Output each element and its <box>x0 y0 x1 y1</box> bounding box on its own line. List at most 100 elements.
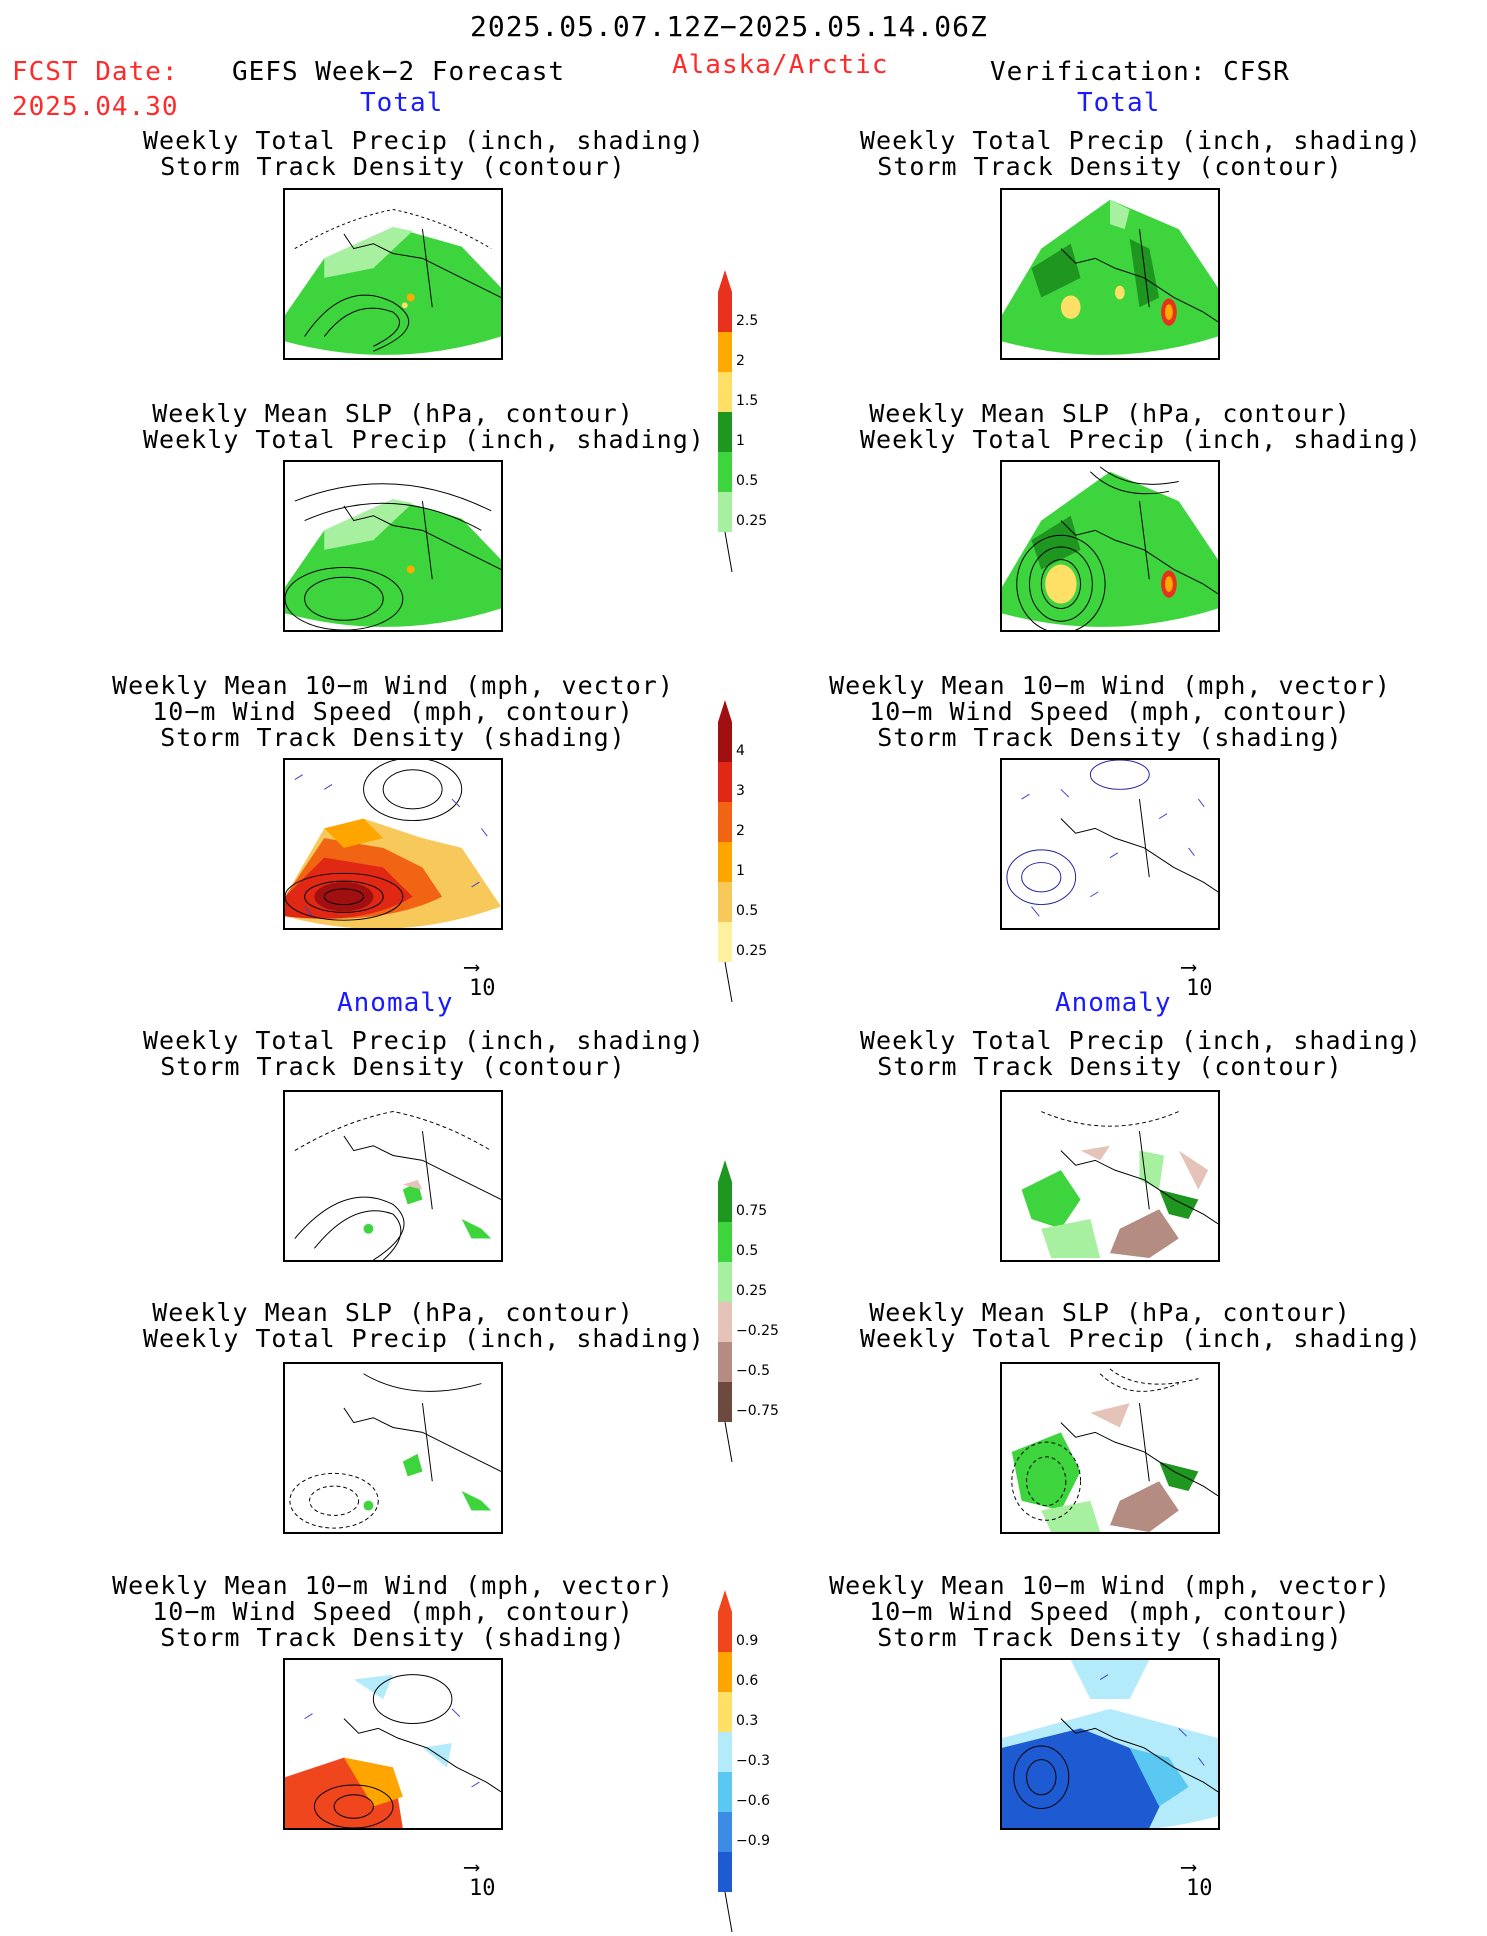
colorbar-label: 0.25 <box>736 1283 767 1299</box>
map-obs-wind-track-anom <box>1000 1658 1220 1830</box>
title-line: Weekly Mean 10−m Wind (mph, vector) <box>112 1571 674 1600</box>
colorbar-segment <box>718 1652 732 1692</box>
colorbar-segment <box>718 1222 732 1262</box>
map-fcst-slp-precip-anom <box>283 1362 503 1534</box>
colorbar-segment <box>718 332 732 372</box>
colorbar-label: 0.75 <box>736 1203 767 1219</box>
title-line: 10−m Wind Speed (mph, contour) <box>869 1597 1351 1626</box>
colorbar-segment <box>718 492 732 532</box>
map-fcst-slp-precip <box>283 460 503 632</box>
panel-title-right-4: Weekly Total Precip (inch, shading) Stor… <box>860 1026 1422 1081</box>
map-fcst-total-precip <box>283 188 503 360</box>
title-line: Storm Track Density (contour) <box>160 152 626 181</box>
title-line: Weekly Mean 10−m Wind (mph, vector) <box>829 1571 1391 1600</box>
vector-ref-obs-anom: ⟶ 10 <box>1182 1855 1213 1902</box>
map-fcst-wind-track <box>283 758 503 930</box>
fcst-date-value: 2025.04.30 <box>12 92 179 122</box>
colorbar-label: 2.5 <box>736 313 758 329</box>
colorbar-label: −0.9 <box>736 1833 770 1849</box>
colorbar-label: 1 <box>736 433 745 449</box>
colorbar-label: −0.3 <box>736 1753 770 1769</box>
vector-ref-label: 10 <box>469 1876 496 1901</box>
colorbar-segment <box>718 1732 732 1772</box>
colorbar-segment <box>718 922 732 962</box>
vector-ref-label: 10 <box>469 976 496 1001</box>
map-fcst-precip-anom <box>283 1090 503 1262</box>
fcst-date-label: FCST Date: <box>12 57 179 87</box>
vector-ref-label: 10 <box>1186 1876 1213 1901</box>
colorbar-segment <box>718 452 732 492</box>
panel-title-left-4: Weekly Total Precip (inch, shading) Stor… <box>143 1026 705 1080</box>
colorbar-precip-anom: 0.75 0.5 0.25 −0.25 −0.5 −0.75 <box>718 1160 798 1466</box>
title-line: Storm Track Density (shading) <box>160 723 626 752</box>
title-line: Weekly Total Precip (inch, shading) <box>860 1026 1422 1055</box>
title-line: Storm Track Density (shading) <box>877 723 1343 752</box>
colorbar-label: 1 <box>736 863 745 879</box>
colorbar-label: 4 <box>736 743 745 759</box>
colorbar-label: 0.5 <box>736 473 758 489</box>
title-line: Storm Track Density (shading) <box>160 1623 626 1652</box>
title-line: 10−m Wind Speed (mph, contour) <box>152 1597 634 1626</box>
panel-title-right-3: Weekly Mean 10−m Wind (mph, vector) 10−m… <box>810 673 1410 751</box>
right-column-title: Verification: CFSR <box>990 57 1290 87</box>
title-line: Weekly Mean SLP (hPa, contour) <box>869 399 1351 428</box>
title-line: Weekly Mean 10−m Wind (mph, vector) <box>829 671 1391 700</box>
colorbar-label: 0.3 <box>736 1713 758 1729</box>
title-line: Weekly Mean 10−m Wind (mph, vector) <box>112 671 674 700</box>
colorbar-top-triangle <box>718 1590 732 1612</box>
map-obs-total-precip <box>1000 188 1220 360</box>
colorbar-label: 0.6 <box>736 1673 758 1689</box>
map-fcst-wind-track-anom <box>283 1658 503 1830</box>
colorbar-top-triangle <box>718 700 732 722</box>
title-line: Weekly Total Precip (inch, shading) <box>143 1026 705 1055</box>
colorbar-track-total: 4 3 2 1 0.5 0.25 <box>718 700 798 1006</box>
colorbar-label: 0.25 <box>736 513 767 529</box>
colorbar-label: 2 <box>736 353 745 369</box>
colorbar-segment <box>718 1302 732 1342</box>
colorbar-label: 0.25 <box>736 943 767 959</box>
colorbar-svg: 2.5 2 1.5 1 0.5 0.25 <box>718 270 767 573</box>
title-line: Storm Track Density (contour) <box>877 1052 1343 1081</box>
panel-title-left-3: Weekly Mean 10−m Wind (mph, vector) 10−m… <box>93 673 693 751</box>
arrow-right-icon: ⟶ <box>465 1855 479 1880</box>
panel-title-left-1: Weekly Total Precip (inch, shading) Stor… <box>143 126 705 181</box>
section-anomaly-left: Anomaly <box>337 988 454 1018</box>
colorbar-label: 2 <box>736 823 745 839</box>
title-line: Storm Track Density (shading) <box>877 1623 1343 1652</box>
colorbar-label: 3 <box>736 783 745 799</box>
colorbar-svg: 0.9 0.6 0.3 −0.3 −0.6 −0.9 <box>718 1590 770 1933</box>
vector-ref-fcst-total: ⟶ 10 <box>465 955 496 1002</box>
title-line: Weekly Total Precip (inch, shading) <box>860 425 1422 454</box>
panel-title-left-5: Weekly Mean SLP (hPa, contour) Weekly To… <box>143 1298 705 1353</box>
title-line: Storm Track Density (contour) <box>877 152 1343 181</box>
title-line: 10−m Wind Speed (mph, contour) <box>869 697 1351 726</box>
colorbar-label: −0.5 <box>736 1363 770 1379</box>
title-line: Weekly Mean SLP (hPa, contour) <box>152 399 634 428</box>
left-column-title: GEFS Week−2 Forecast <box>232 57 566 87</box>
colorbar-tail <box>724 1421 733 1463</box>
map-obs-wind-track <box>1000 758 1220 930</box>
colorbar-label: −0.6 <box>736 1793 770 1809</box>
colorbar-tail <box>724 531 733 573</box>
colorbar-svg: 4 3 2 1 0.5 0.25 <box>718 700 767 1003</box>
colorbar-segment <box>718 1612 732 1652</box>
section-total-right: Total <box>1077 88 1161 118</box>
date-range-title: 2025.05.07.12Z−2025.05.14.06Z <box>470 10 988 43</box>
panel-title-right-2: Weekly Mean SLP (hPa, contour) Weekly To… <box>860 399 1422 454</box>
title-line: Weekly Mean SLP (hPa, contour) <box>152 1298 634 1327</box>
vector-ref-fcst-anom: ⟶ 10 <box>465 1855 496 1902</box>
colorbar-precip-total: 2.5 2 1.5 1 0.5 0.25 <box>718 270 798 576</box>
colorbar-label: −0.25 <box>736 1323 779 1339</box>
colorbar-label: 0.5 <box>736 903 758 919</box>
colorbar-segment <box>718 722 732 762</box>
colorbar-track-anom: 0.9 0.6 0.3 −0.3 −0.6 −0.9 <box>718 1590 798 1936</box>
arrow-right-icon: ⟶ <box>1182 1855 1196 1880</box>
title-line: Weekly Total Precip (inch, shading) <box>143 1324 705 1353</box>
colorbar-segment <box>718 802 732 842</box>
colorbar-label: −0.75 <box>736 1403 779 1419</box>
title-line: Weekly Total Precip (inch, shading) <box>143 425 705 454</box>
arrow-right-icon: ⟶ <box>465 955 479 980</box>
colorbar-tail <box>724 961 733 1003</box>
title-line: Weekly Total Precip (inch, shading) <box>143 126 705 155</box>
map-obs-slp-precip-anom <box>1000 1362 1220 1534</box>
